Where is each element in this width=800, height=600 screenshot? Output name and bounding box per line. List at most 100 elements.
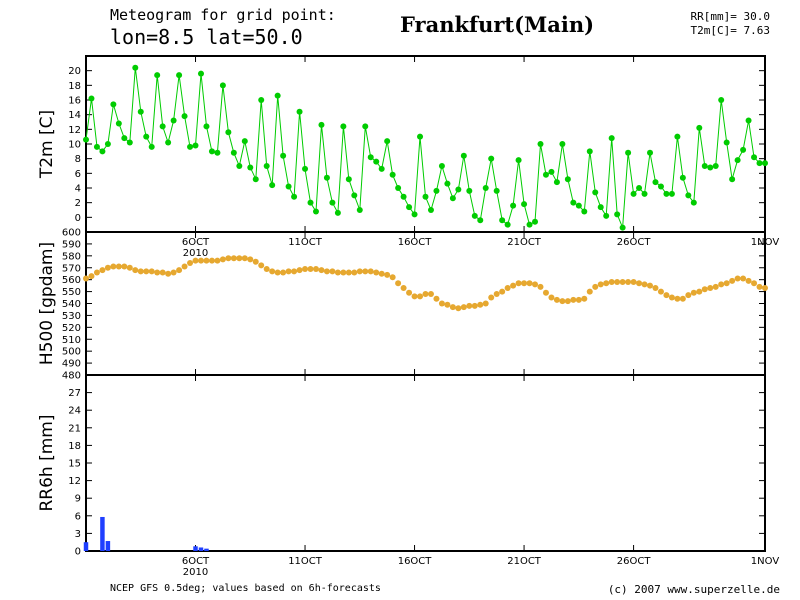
t2m-point — [132, 64, 139, 71]
h500-point — [477, 301, 484, 308]
rr6h-bar — [204, 548, 209, 551]
h500-point — [542, 289, 549, 296]
h500-point — [422, 290, 429, 297]
t2m-point — [636, 185, 643, 191]
y-tick-label: 6 — [75, 169, 81, 180]
h500-point — [384, 271, 391, 278]
t2m-point — [334, 209, 341, 216]
t2m-point — [707, 164, 714, 171]
h500-point — [241, 255, 248, 262]
y-tick-label: 590 — [62, 239, 81, 250]
h500-point — [143, 268, 150, 275]
rr6h-bar — [105, 541, 111, 551]
h500-point — [625, 279, 632, 286]
h500-point — [597, 281, 604, 288]
h500-point — [389, 274, 396, 281]
t2m-point — [444, 180, 451, 187]
t2m-point — [488, 155, 495, 162]
t2m-point — [526, 221, 533, 228]
h500-point — [630, 279, 637, 286]
h500-point — [559, 298, 566, 305]
t2m-point — [657, 183, 664, 190]
h500-point — [619, 279, 626, 286]
x-tick-label: 26OCT — [617, 237, 652, 248]
t2m-point — [482, 185, 489, 191]
t2m-point — [115, 120, 122, 127]
rr-total: RR[mm]= 30.0 — [690, 10, 770, 23]
t2m-point — [170, 117, 177, 124]
copyright-note: (c) 2007 www.superzelle.de — [607, 583, 780, 596]
h500-point — [214, 257, 221, 264]
h500-point — [356, 268, 363, 275]
h500-point — [367, 268, 374, 275]
t2m-point — [165, 139, 172, 146]
y-tick-label: 2 — [75, 198, 81, 209]
y-tick-label: 24 — [68, 406, 81, 417]
x-year-label: 2010 — [183, 248, 208, 259]
x-tick-label: 1NOV — [751, 556, 780, 567]
h500-point — [427, 290, 434, 297]
h500-point — [203, 257, 210, 264]
h500-point — [532, 281, 539, 288]
t2m-point — [696, 124, 703, 131]
h500-point — [181, 263, 188, 270]
h500-point — [340, 269, 347, 276]
t2m-point — [406, 204, 413, 211]
h500-point — [586, 288, 593, 295]
x-tick-label: 16OCT — [398, 237, 433, 248]
y-tick-label: 21 — [68, 423, 81, 434]
h500-point — [362, 268, 369, 275]
y-tick-label: 12 — [68, 125, 81, 136]
h500-point — [614, 279, 621, 286]
h500-point — [444, 301, 451, 308]
h500-point — [400, 285, 407, 292]
h500-point — [252, 258, 259, 265]
h500-point — [280, 269, 287, 276]
t2m-point — [745, 117, 752, 124]
t2m-point — [318, 121, 325, 128]
h500-point — [449, 304, 456, 311]
t2m-point — [373, 158, 380, 165]
t2m-point — [674, 133, 681, 140]
h500-point — [510, 282, 517, 289]
h500-point — [302, 265, 309, 272]
h500-point — [762, 285, 768, 292]
h500-point — [208, 257, 215, 264]
t2m-point — [455, 186, 462, 193]
t2m-point — [389, 171, 396, 178]
h500-point — [345, 269, 352, 276]
y-tick-label: 500 — [62, 347, 81, 358]
rr6h-bar — [100, 516, 105, 551]
h500-point — [433, 295, 440, 302]
x-tick-label: 11OCT — [288, 556, 323, 567]
t2m-point — [411, 211, 418, 218]
h500-point — [729, 277, 736, 284]
t2m-point — [499, 217, 506, 224]
h500-point — [581, 295, 588, 302]
h500-point — [515, 280, 522, 287]
y-tick-label: 14 — [68, 110, 81, 121]
x-tick-label: 21OCT — [507, 556, 542, 567]
t2m-point — [729, 176, 736, 183]
h500-point — [93, 269, 100, 276]
h500-point — [187, 259, 194, 266]
h500-point — [570, 296, 577, 303]
t2m-point — [367, 154, 374, 161]
t2m-point — [197, 70, 204, 77]
y-tick-label: 4 — [75, 184, 81, 195]
h500-point — [685, 292, 692, 299]
t2m-point — [99, 148, 106, 155]
t2m-point — [345, 176, 352, 183]
t2m-point — [192, 142, 199, 149]
h500-point — [373, 269, 380, 276]
h500-point — [745, 277, 752, 284]
h500-point — [641, 281, 648, 288]
y-tick-label: 8 — [75, 154, 81, 165]
y-tick-label: 9 — [75, 494, 81, 505]
t2m-point — [110, 101, 117, 108]
h500-point — [230, 255, 237, 262]
h500-point — [318, 267, 325, 274]
t2m-point — [225, 129, 232, 136]
t2m-point — [603, 212, 610, 219]
t2m-point — [614, 211, 621, 218]
